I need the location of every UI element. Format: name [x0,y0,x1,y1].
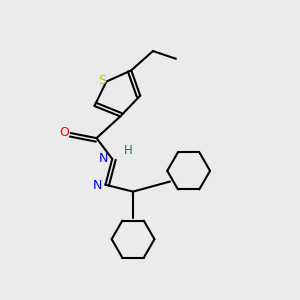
Text: O: O [59,126,69,139]
Text: N: N [99,152,109,164]
Text: H: H [124,143,132,157]
Text: S: S [98,74,106,87]
Text: N: N [92,179,102,192]
